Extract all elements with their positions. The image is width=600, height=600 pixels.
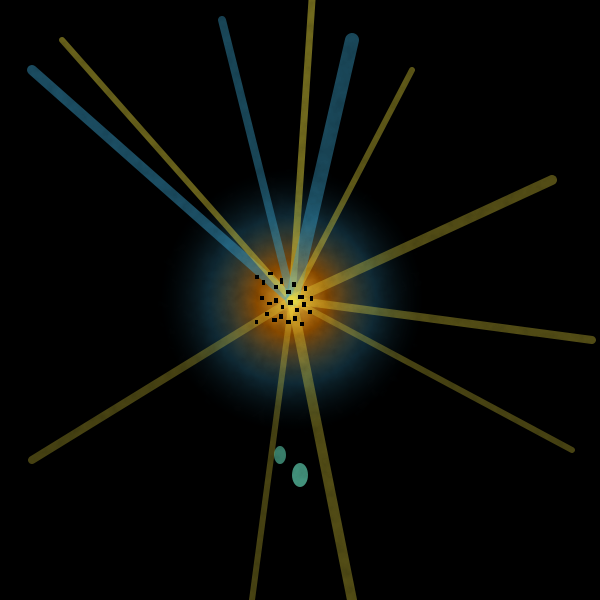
texture-overlay	[0, 0, 600, 600]
heatmap-svg	[0, 0, 600, 600]
heatmap-image	[0, 0, 600, 600]
